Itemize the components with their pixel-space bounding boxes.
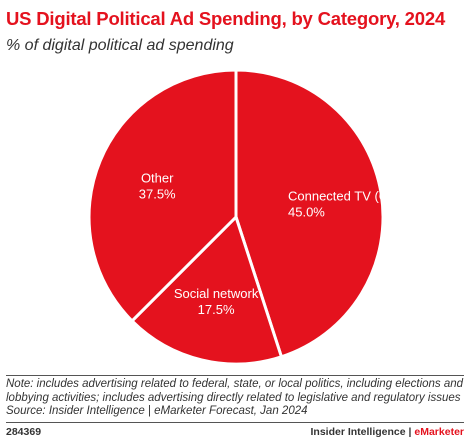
chart-subtitle: % of digital political ad spending	[6, 37, 234, 54]
slice-category-label-1: Connected TV (CTV)	[288, 189, 409, 204]
divider-bottom	[6, 422, 464, 423]
source-line: Source: Insider Intelligence | eMarketer…	[6, 405, 308, 417]
brand-credit: Insider Intelligence | eMarketer	[310, 426, 464, 438]
pie-slice-1	[234, 68, 385, 359]
divider-top	[6, 375, 464, 376]
note-line-1: Note: includes advertising related to fe…	[6, 378, 464, 390]
note-line-2: lobbying activities; includes advertisin…	[6, 391, 461, 404]
brand-accent: eMarketer	[414, 426, 464, 438]
pie-chart: Connected TV (CTV)45.0% Social network17.…	[87, 68, 409, 366]
brand-main: Insider Intelligence |	[310, 426, 415, 438]
slice-value-label-1: 45.0%	[288, 205, 325, 220]
chart-title: US Digital Political Ad Spending, by Cat…	[6, 8, 446, 29]
chart-note: Note: includes advertising related to fe…	[6, 378, 468, 419]
pie-slice-2	[130, 215, 283, 366]
chart-id: 284369	[6, 426, 42, 438]
slice-value-label-3: 37.5%	[139, 186, 176, 201]
slice-category-label-2: Social network	[174, 286, 259, 301]
slice-value-label-2: 17.5%	[198, 302, 235, 317]
pie-slice-3	[87, 68, 238, 323]
slice-category-label-3: Other	[141, 170, 174, 185]
